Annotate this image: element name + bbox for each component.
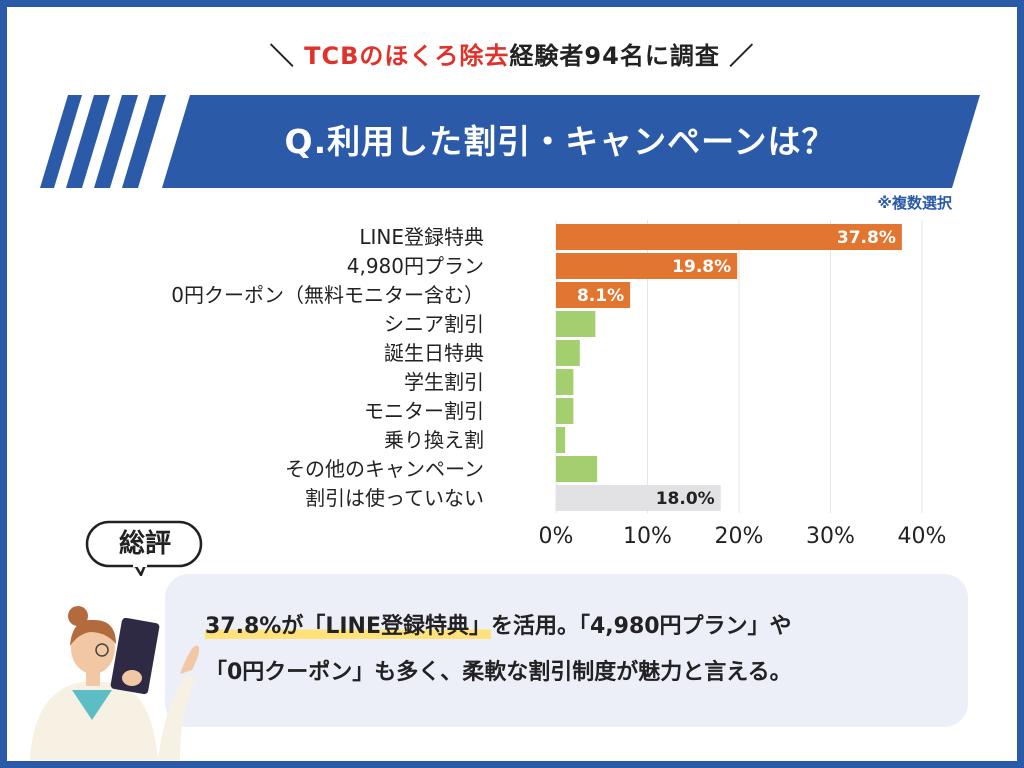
value-label: 8.1% (577, 286, 624, 306)
category-label: その他のキャンペーン (285, 457, 484, 481)
value-label: 19.8% (672, 257, 731, 277)
chart-value-labels: 37.8% 19.8% 8.1% 18.0% (577, 228, 896, 509)
bar (556, 398, 574, 424)
bar (556, 456, 598, 482)
review-line-1-rest: を活用。「4,980円プラン」や (490, 614, 792, 639)
bar (556, 427, 566, 453)
category-label: モニター割引 (364, 399, 484, 423)
category-label: シニア割引 (384, 312, 484, 336)
question-banner (40, 95, 980, 188)
category-label: 割引は使っていない (305, 486, 484, 510)
value-label: 37.8% (837, 228, 896, 248)
category-label: 誕生日特典 (384, 341, 484, 365)
header-suffix: ／ (719, 42, 755, 70)
x-tick-label: 20% (715, 524, 764, 549)
multiple-choice-note: ※複数選択 (877, 194, 952, 212)
x-tick-label: 0% (539, 524, 574, 549)
chart-tick-labels: 0% 10% 20% 30% 40% (539, 524, 947, 549)
chart-bars (556, 224, 902, 511)
bar (556, 282, 631, 308)
bar (556, 224, 902, 250)
value-label: 18.0% (656, 489, 715, 509)
review-line-1: 37.8%が「LINE登録特典」を活用。「4,980円プラン」や (205, 604, 965, 650)
doctor-illustration (30, 606, 200, 760)
category-label: LINE登録特典 (359, 225, 484, 249)
x-tick-label: 30% (806, 524, 855, 549)
review-line-2: 「0円クーポン」も多く、柔軟な割引制度が魅力と言える。 (205, 660, 792, 685)
bar (556, 485, 721, 511)
review-bubble (85, 520, 203, 576)
bar (556, 311, 596, 337)
bar (556, 340, 580, 366)
survey-header: ＼ TCBのほくろ除去経験者94名に調査 ／ (0, 36, 1024, 71)
chart-category-labels: LINE登録特典 4,980円プラン 0円クーポン（無料モニター含む） シニア割引誕生… (171, 225, 484, 510)
bar (556, 369, 574, 395)
question-title: Q.利用した割引・キャンペーンは？ (284, 122, 836, 161)
banner-stripe-2 (66, 95, 110, 188)
x-tick-label: 10% (623, 524, 672, 549)
x-tick-label: 40% (898, 524, 947, 549)
category-label: 4,980円プラン (347, 254, 484, 278)
banner-body (162, 95, 980, 188)
banner-stripe-4 (122, 95, 166, 188)
banner-stripe-1 (40, 95, 82, 188)
header-rest: 経験者94名に調査 (509, 42, 720, 70)
category-label: 乗り換え割 (384, 428, 484, 452)
header-prefix: ＼ (269, 42, 305, 70)
category-label: 学生割引 (404, 370, 484, 394)
bar (556, 253, 738, 279)
review-comment-box (165, 574, 968, 727)
review-label: 総評 (118, 529, 171, 559)
header-highlight: TCBのほくろ除去 (304, 42, 510, 70)
review-highlight: 37.8%が「LINE登録特典」 (205, 614, 491, 639)
review-comment: 37.8%が「LINE登録特典」を活用。「4,980円プラン」や 「0円クーポン… (205, 604, 965, 696)
banner-stripe-3 (94, 95, 138, 188)
category-label: 0円クーポン（無料モニター含む） (171, 283, 484, 307)
